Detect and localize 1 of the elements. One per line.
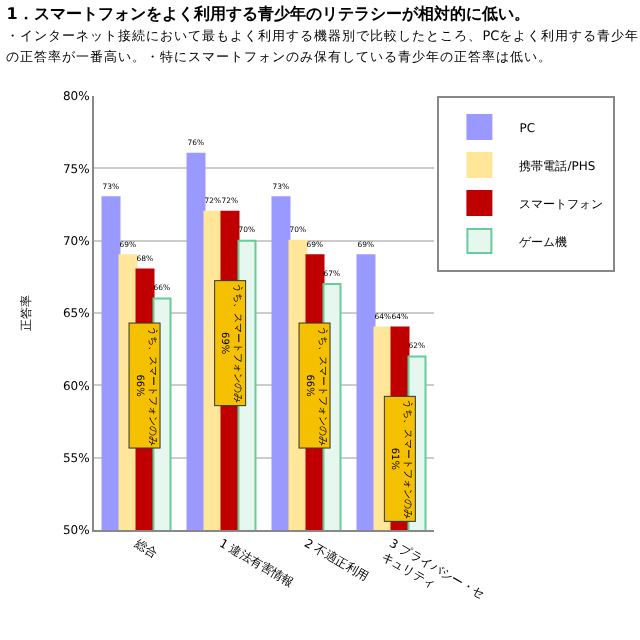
- chart-title: 1．スマートフォンをよく利用する青少年のリテラシーが相対的に低い。: [6, 3, 530, 24]
